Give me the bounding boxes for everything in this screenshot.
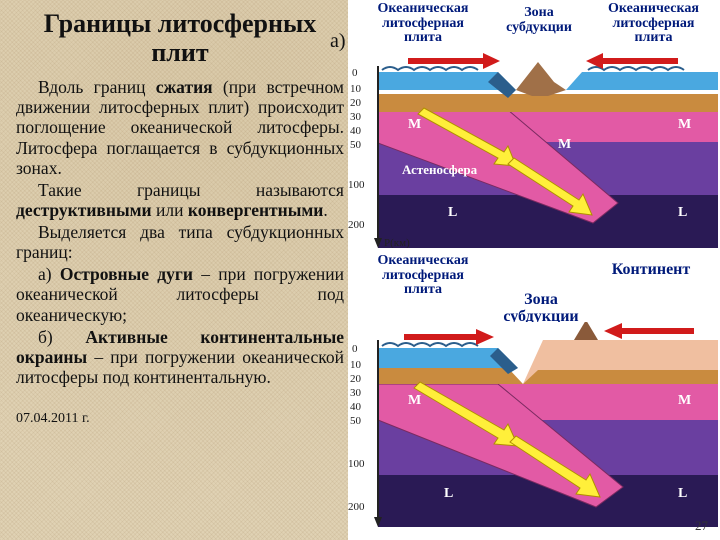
bold-converg: конвергентными bbox=[188, 200, 324, 220]
svg-text:L: L bbox=[444, 486, 453, 501]
para-1: Вдоль границ сжатия (при встречном движе… bbox=[16, 77, 344, 178]
t: б) bbox=[38, 327, 85, 347]
svg-text:M: M bbox=[678, 393, 691, 408]
t: Вдоль границ bbox=[38, 77, 156, 97]
svg-text:40: 40 bbox=[350, 401, 362, 413]
svg-text:M: M bbox=[408, 117, 421, 132]
bold-ostrov: Островные дуги bbox=[60, 264, 193, 284]
t: Океаническая bbox=[378, 1, 469, 16]
cap-a-right: Океаническая литосферная плита bbox=[596, 2, 711, 46]
t: или bbox=[152, 200, 188, 220]
t: а) bbox=[38, 264, 60, 284]
t: Океаническая bbox=[378, 253, 469, 268]
diagram-b: 0 10 20 30 40 50 100 200 L L M M bbox=[348, 322, 720, 527]
svg-text:100: 100 bbox=[348, 179, 365, 191]
svg-text:0: 0 bbox=[352, 67, 358, 79]
svg-text:20: 20 bbox=[350, 97, 362, 109]
t: литосферная bbox=[382, 268, 464, 283]
bold-destruct: деструктивными bbox=[16, 200, 152, 220]
svg-text:L: L bbox=[678, 486, 687, 501]
svg-text:L: L bbox=[678, 205, 687, 220]
svg-text:M: M bbox=[678, 117, 691, 132]
svg-text:50: 50 bbox=[350, 415, 362, 427]
t: Такие границы называются bbox=[38, 180, 344, 200]
svg-text:30: 30 bbox=[350, 387, 362, 399]
t: . bbox=[323, 200, 327, 220]
t: литосферная bbox=[382, 16, 464, 31]
t: плита bbox=[634, 30, 672, 45]
svg-text:10: 10 bbox=[350, 359, 362, 371]
svg-text:200: 200 bbox=[348, 501, 365, 513]
cap-a-left: Океаническая литосферная плита bbox=[368, 2, 478, 46]
t: литосферная bbox=[613, 16, 695, 31]
page-title: Границы литосферных плит bbox=[16, 10, 344, 67]
cap-b-mid: Зона субдукции bbox=[496, 292, 586, 326]
svg-text:100: 100 bbox=[348, 458, 365, 470]
label-a: а) bbox=[330, 30, 346, 53]
svg-text:Астеносфера: Астеносфера bbox=[402, 162, 478, 177]
svg-text:L: L bbox=[448, 205, 457, 220]
date: 07.04.2011 г. bbox=[16, 411, 344, 427]
svg-text:Р(км): Р(км) bbox=[384, 237, 410, 248]
bold-szhatiya: сжатия bbox=[156, 77, 213, 97]
para-5: б) Активные континенталь­ные окраины – п… bbox=[16, 327, 344, 387]
diagram-a: 0 10 20 30 40 50 100 200 Р(км) L L M M M… bbox=[348, 48, 720, 248]
t: плита bbox=[404, 30, 442, 45]
t: субдукции bbox=[506, 20, 572, 35]
svg-text:10: 10 bbox=[350, 83, 362, 95]
svg-text:30: 30 bbox=[350, 111, 362, 123]
para-2: Такие границы называются деструктивными … bbox=[16, 180, 344, 220]
t: Океаническая bbox=[608, 1, 699, 16]
t: плита bbox=[404, 282, 442, 297]
t: Зона bbox=[524, 5, 553, 20]
cap-b-right: Континент bbox=[596, 262, 706, 279]
svg-text:200: 200 bbox=[348, 219, 365, 231]
page-number: 27 bbox=[695, 518, 708, 534]
svg-text:50: 50 bbox=[350, 139, 362, 151]
t: Зона bbox=[524, 291, 558, 308]
svg-text:20: 20 bbox=[350, 373, 362, 385]
svg-text:M: M bbox=[558, 137, 571, 152]
svg-text:M: M bbox=[408, 393, 421, 408]
cap-b-left: Океаническая литосферная плита bbox=[368, 254, 478, 298]
para-3: Выделяется два типа субдукционных границ… bbox=[16, 222, 344, 262]
para-4: а) Островные дуги – при погружении океан… bbox=[16, 264, 344, 324]
svg-text:40: 40 bbox=[350, 125, 362, 137]
svg-text:0: 0 bbox=[352, 343, 358, 355]
cap-a-mid: Зона субдукции bbox=[496, 6, 582, 35]
